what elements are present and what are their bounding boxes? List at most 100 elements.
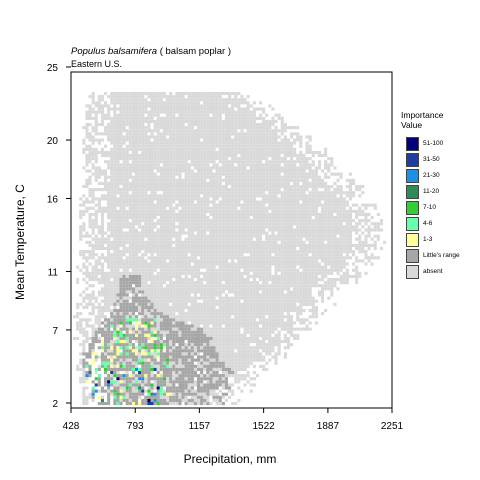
heatmap-cell	[317, 194, 321, 198]
heatmap-cell	[280, 250, 284, 254]
heatmap-cell	[345, 281, 349, 285]
heatmap-cell	[209, 95, 213, 99]
heatmap-cell	[280, 169, 284, 173]
heatmap-cell	[231, 113, 235, 117]
heatmap-cell	[128, 234, 132, 238]
heatmap-cell	[187, 296, 191, 300]
heatmap-cell	[153, 110, 157, 114]
heatmap-cell	[125, 212, 129, 216]
heatmap-cell	[373, 222, 377, 226]
heatmap-cell	[150, 110, 154, 114]
heatmap-cell	[218, 290, 222, 294]
heatmap-cell	[116, 216, 120, 220]
heatmap-cell	[221, 144, 225, 148]
heatmap-cell	[255, 262, 259, 266]
heatmap-cell	[293, 191, 297, 195]
heatmap-cell	[141, 169, 145, 173]
heatmap-cell	[119, 144, 123, 148]
heatmap-cell	[144, 296, 148, 300]
heatmap-cell	[305, 197, 309, 201]
heatmap-cell	[169, 123, 173, 127]
heatmap-cell	[305, 172, 309, 176]
heatmap-cell	[364, 243, 368, 247]
heatmap-cell	[252, 110, 256, 114]
heatmap-cell	[286, 247, 290, 251]
heatmap-cell	[259, 129, 263, 133]
heatmap-cell	[187, 200, 191, 204]
heatmap-cell	[221, 290, 225, 294]
heatmap-cell	[209, 284, 213, 288]
heatmap-cell	[277, 219, 281, 223]
heatmap-cell	[240, 243, 244, 247]
heatmap-cell	[166, 98, 170, 102]
heatmap-cell	[190, 206, 194, 210]
heatmap-cell	[302, 231, 306, 235]
heatmap-cell	[162, 194, 166, 198]
heatmap-cell	[159, 237, 163, 241]
heatmap-cell	[342, 237, 346, 241]
heatmap-cell	[348, 247, 352, 251]
heatmap-cell	[88, 138, 92, 142]
heatmap-cell	[215, 178, 219, 182]
heatmap-cell	[215, 141, 219, 145]
heatmap-cell	[184, 188, 188, 192]
heatmap-cell	[255, 172, 259, 176]
heatmap-cell	[147, 278, 151, 282]
heatmap-cell	[209, 185, 213, 189]
heatmap-cell	[175, 107, 179, 111]
heatmap-cell	[85, 185, 89, 189]
heatmap-cell	[252, 234, 256, 238]
heatmap-cell	[237, 163, 241, 167]
heatmap-cell	[147, 200, 151, 204]
heatmap-cell	[153, 119, 157, 123]
heatmap-cell	[296, 234, 300, 238]
heatmap-cell	[125, 296, 129, 300]
heatmap-cell	[203, 200, 207, 204]
heatmap-cell	[175, 160, 179, 164]
heatmap-cell	[336, 188, 340, 192]
heatmap-cell	[280, 197, 284, 201]
heatmap-cell	[172, 132, 176, 136]
heatmap-cell	[321, 268, 325, 272]
heatmap-cell	[159, 200, 163, 204]
heatmap-cell	[283, 284, 287, 288]
heatmap-cell	[166, 132, 170, 136]
heatmap-cell	[175, 287, 179, 291]
heatmap-cell	[265, 256, 269, 260]
heatmap-cell	[277, 216, 281, 220]
heatmap-cell	[159, 259, 163, 263]
heatmap-cell	[206, 293, 210, 297]
heatmap-cell	[311, 181, 315, 185]
heatmap-cell	[228, 188, 232, 192]
heatmap-cell	[324, 197, 328, 201]
heatmap-cell	[336, 228, 340, 232]
heatmap-cell	[249, 154, 253, 158]
heatmap-cell	[181, 253, 185, 257]
heatmap-cell	[197, 191, 201, 195]
heatmap-cell	[79, 197, 83, 201]
heatmap-cell	[172, 98, 176, 102]
heatmap-cell	[122, 203, 126, 207]
heatmap-cell	[131, 169, 135, 173]
heatmap-cell	[110, 163, 114, 167]
heatmap-cell	[110, 203, 114, 207]
heatmap-cell	[209, 98, 213, 102]
heatmap-cell	[311, 256, 315, 260]
heatmap-cell	[169, 191, 173, 195]
heatmap-cell	[342, 271, 346, 275]
heatmap-cell	[156, 278, 160, 282]
heatmap-cell	[228, 178, 232, 182]
heatmap-cell	[308, 147, 312, 151]
heatmap-cell	[252, 206, 256, 210]
heatmap-cell	[88, 222, 92, 226]
heatmap-cell	[218, 284, 222, 288]
heatmap-cell	[162, 274, 166, 278]
heatmap-cell	[184, 101, 188, 105]
heatmap-cell	[327, 253, 331, 257]
heatmap-cell	[184, 293, 188, 297]
heatmap-cell	[82, 222, 86, 226]
heatmap-cell	[107, 166, 111, 170]
heatmap-cell	[150, 259, 154, 263]
heatmap-cell	[280, 129, 284, 133]
heatmap-cell	[324, 231, 328, 235]
